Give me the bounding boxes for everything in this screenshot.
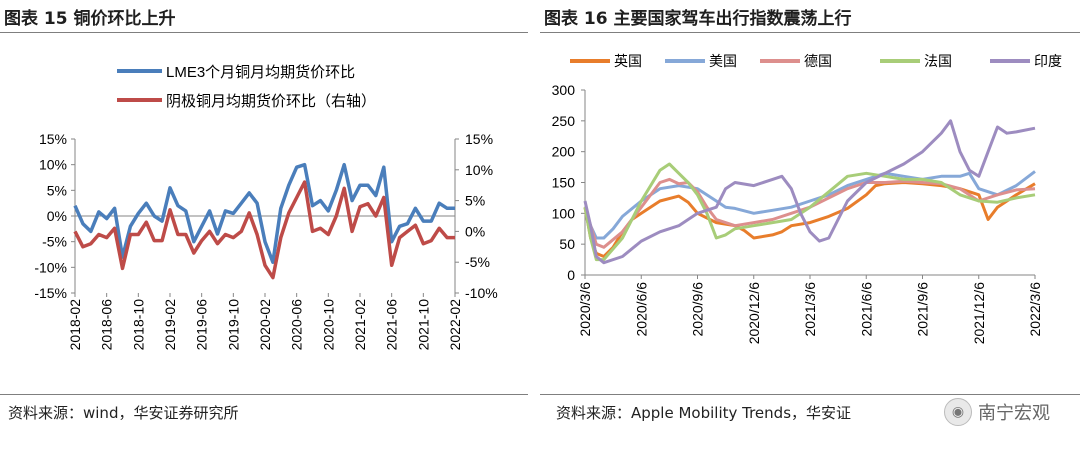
right-title-rule (540, 32, 1080, 33)
x-tick-label: 2018-06 (99, 299, 115, 351)
right-panel: 图表 16 主要国家驾车出行指数震荡上行 300 250 200 150 100 50 0 2… (540, 0, 1080, 464)
legend-label: 阴极铜月均期货价环比（右轴） (166, 93, 376, 110)
x-tick-label: 2020/6/6 (633, 282, 649, 337)
y-tick-label: 150 (552, 175, 576, 191)
x-tick-label: 2020-02 (257, 299, 273, 351)
x-tick-label: 2020/9/6 (690, 282, 706, 337)
x-tick-label: 2021-02 (352, 299, 368, 351)
y-tick-label: 200 (552, 144, 576, 160)
left-title-rule (0, 32, 528, 33)
left-y-tick-label: 0% (47, 208, 67, 224)
x-tick-label: 2019-06 (194, 299, 210, 351)
series-line-1 (583, 170, 1036, 240)
x-tick-label: 2021/9/6 (915, 282, 931, 337)
x-tick-label: 2019-02 (162, 299, 178, 351)
legend-label: 德国 (804, 53, 832, 69)
left-source: 资料来源：wind，华安证券研究所 (8, 404, 239, 422)
x-tick-label: 2021-10 (415, 299, 431, 351)
y-tick-label: 300 (552, 82, 576, 98)
left-panel: 图表 15 铜价环比上升 15% 10% 5% 0% -5% -10% -15% 15% 10%… (0, 0, 528, 464)
right-source: 资料来源：Apple Mobility Trends，华安证 (556, 404, 852, 422)
left-y-tick-label: -15% (34, 285, 67, 301)
left-y-tick-label: 15% (39, 131, 67, 147)
legend-label: 英国 (614, 53, 642, 69)
cathode-copper-series-line (73, 180, 455, 280)
watermark-text: 南宁宏观 (978, 403, 1050, 424)
legend-label: 法国 (924, 53, 952, 69)
left-figure-title: 图表 15 铜价环比上升 (4, 9, 176, 29)
x-tick-label: 2021/3/6 (802, 282, 818, 337)
right-y-tick-label: 15% (465, 131, 493, 147)
lme-copper-series-line (73, 162, 455, 264)
x-tick-label: 2020-10 (320, 299, 336, 351)
left-y-tick-label: -10% (34, 259, 67, 275)
x-tick-label: 2020/12/6 (746, 282, 762, 344)
right-y-tick-label: 10% (465, 162, 493, 178)
right-bottom-rule (540, 394, 1080, 395)
x-tick-label: 2018-10 (130, 299, 146, 351)
legend-label: 印度 (1034, 53, 1062, 69)
y-tick-label: 0 (567, 267, 575, 283)
right-y-tick-label: 0% (465, 223, 485, 239)
x-tick-label: 2020-06 (289, 299, 305, 351)
left-bottom-rule (0, 394, 528, 395)
y-tick-label: 100 (552, 205, 576, 221)
watermark: ◉ 南宁宏观 (944, 398, 1050, 426)
y-tick-label: 250 (552, 113, 576, 129)
x-tick-label: 2020/3/6 (577, 282, 593, 337)
legend-label: LME3个月铜月均期货价环比 (166, 64, 355, 81)
left-y-tick-label: -5% (42, 234, 67, 250)
series-line-3 (583, 162, 1036, 262)
right-figure-title: 图表 16 主要国家驾车出行指数震荡上行 (544, 9, 852, 29)
x-tick-label: 2022/3/6 (1027, 282, 1043, 337)
x-tick-label: 2019-10 (225, 299, 241, 351)
left-y-tick-label: 10% (39, 157, 67, 173)
series-line-4 (583, 119, 1036, 265)
right-y-tick-label: 5% (465, 193, 485, 209)
y-tick-label: 50 (559, 236, 575, 252)
x-tick-label: 2018-02 (67, 299, 83, 351)
wechat-icon: ◉ (944, 398, 972, 426)
x-tick-label: 2022-02 (447, 299, 463, 351)
left-y-tick-label: 5% (47, 182, 67, 198)
x-tick-label: 2021-06 (384, 299, 400, 351)
legend-label: 美国 (709, 53, 737, 69)
left-chart: 15%10%5%0%-5%-10%-15%15%10%5%0%-5%-10%20… (34, 64, 498, 351)
right-y-tick-label: -10% (465, 285, 498, 301)
right-y-tick-label: -5% (465, 254, 490, 270)
x-tick-label: 2021/6/6 (858, 282, 874, 337)
x-tick-label: 2021/12/6 (971, 282, 987, 344)
